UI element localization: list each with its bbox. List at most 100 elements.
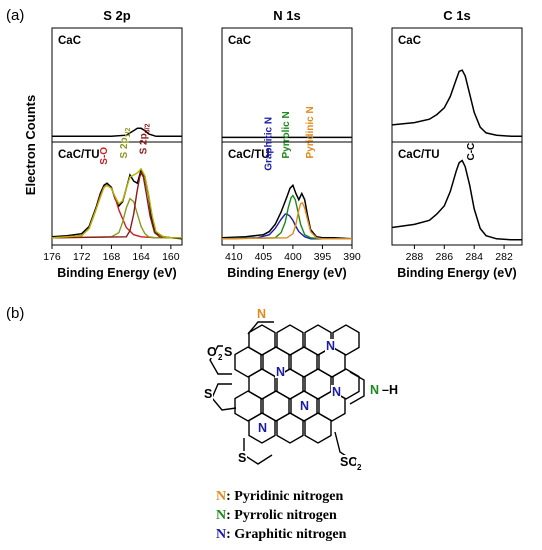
x-tick-label: 176 [43, 251, 61, 263]
annotation-subscript: 1/2 [125, 128, 132, 138]
legend-text: : Pyrrolic nitrogen [226, 508, 337, 523]
hexagon-ring [318, 390, 346, 422]
legend-item: N: Pyrrolic nitrogen [216, 508, 337, 523]
hexagon-ring [304, 368, 332, 400]
atom-label-bg [206, 345, 216, 358]
annotation-subscript: 3/2 [144, 123, 151, 133]
hexagon-ring [276, 412, 304, 444]
x-tick-label: 168 [103, 251, 121, 263]
hexagon-ring [318, 346, 346, 378]
hexagon-ring [276, 324, 304, 356]
peak-annotation: S-O [99, 147, 110, 165]
y-axis-label: Electron Counts [23, 95, 38, 195]
atom-label-bg [331, 385, 341, 398]
bond-left-ring-top [209, 345, 232, 375]
series-line [51, 197, 182, 239]
atom-label-o2-left: O [207, 345, 217, 359]
lower-plot-frame [51, 141, 183, 246]
atom-label-bg [275, 365, 285, 378]
subplot-label: CaC/TU [398, 149, 440, 161]
legend-item: N: Pyridinic nitrogen [216, 489, 344, 504]
x-tick-label: 172 [73, 251, 91, 263]
x-tick-label: 395 [314, 251, 332, 263]
chart-title: C 1s [443, 8, 470, 23]
chart-title: S 2p [103, 8, 131, 23]
subplot-label: CaC [398, 35, 421, 47]
legend-text: : Pyridinic nitrogen [226, 489, 343, 504]
atom-label-bg [381, 383, 399, 396]
atom-label-bg [237, 451, 247, 464]
hexagon-ring [234, 346, 262, 378]
series-line [391, 69, 522, 138]
series-line [51, 184, 182, 239]
atom-label-so2-right: SO [340, 455, 358, 469]
subplot-label: CaC [58, 35, 81, 47]
peak-annotation: Pyrrolic N [281, 111, 292, 158]
x-tick-label: 164 [132, 251, 150, 263]
atom-label-bg [257, 421, 267, 434]
peak-annotation: S 2p1/2 [119, 128, 132, 159]
atom-label-pyrrolic: N [370, 383, 379, 397]
hexagon-grid [234, 324, 360, 444]
hexagon-ring [290, 346, 318, 378]
legend-symbol: N [216, 527, 226, 542]
x-tick-label: 284 [465, 251, 483, 263]
atom-label-s-bottom: S [238, 451, 246, 465]
lower-plot-frame [391, 141, 523, 246]
x-tick-label: 405 [255, 251, 273, 263]
atom-label-graphitic: N [332, 385, 341, 399]
atom-label-bg [299, 399, 309, 412]
x-tick-label: 400 [284, 251, 302, 263]
chart-2: C 1s CaC CaC/TU C-C 288 286 284 282 Binding Ener… [391, 8, 523, 280]
x-axis-label: Binding Energy (eV) [57, 266, 176, 280]
legend-symbol: N [216, 489, 226, 504]
series-line [51, 167, 182, 239]
hexagon-ring [262, 390, 290, 422]
atom-label-s-left-mid: S [204, 387, 212, 401]
hexagon-ring [248, 412, 276, 444]
bond-pyrrole-ring [349, 371, 365, 405]
atom-label-graphitic: N [326, 339, 335, 353]
peak-annotation: Graphitic N [264, 117, 275, 171]
hexagon-ring [304, 412, 332, 444]
atom-label-graphitic: N [258, 421, 267, 435]
x-tick-label: 160 [162, 251, 180, 263]
bond-left-ring-mid [211, 383, 237, 411]
panel-label-a: (a) [6, 7, 24, 24]
hexagon-ring [304, 324, 332, 356]
x-axis-label: Binding Energy (eV) [397, 266, 516, 280]
x-tick-label: 288 [406, 251, 424, 263]
atom-label-hydrogen: –H [382, 383, 398, 397]
atom-label-bg [223, 345, 233, 358]
legend-item: N: Graphitic nitrogen [216, 527, 347, 542]
lower-plot-frame [221, 141, 353, 246]
atom-label-bg [217, 349, 223, 362]
hexagon-ring [234, 390, 262, 422]
atom-label-bg [369, 383, 379, 396]
x-axis-label: Binding Energy (eV) [227, 266, 346, 280]
series-line [221, 194, 352, 240]
atom-label-bg [339, 455, 357, 468]
peak-annotation: C-C [466, 143, 477, 161]
atom-label-pyridinic: N [257, 307, 266, 321]
atom-label-s-left-top: S [224, 345, 232, 359]
bond-bottom-ring [243, 438, 273, 465]
atom-label-bg [203, 387, 213, 400]
atom-label-graphitic: N [300, 399, 309, 413]
x-tick-label: 282 [495, 251, 513, 263]
bond-top-pyridine [247, 321, 274, 335]
hexagon-ring [290, 390, 318, 422]
peak-annotation: Pyridinic N [305, 106, 316, 158]
atom-label-so2-right-sub: 2 [357, 463, 362, 472]
atom-label-o2-left-sub: 2 [218, 353, 223, 362]
panel-label-b: (b) [6, 305, 24, 322]
subplot-label: CaC/TU [58, 149, 100, 161]
x-tick-label: 286 [436, 251, 454, 263]
atom-label-graphitic: N [276, 365, 285, 379]
hexagon-ring [332, 324, 360, 356]
